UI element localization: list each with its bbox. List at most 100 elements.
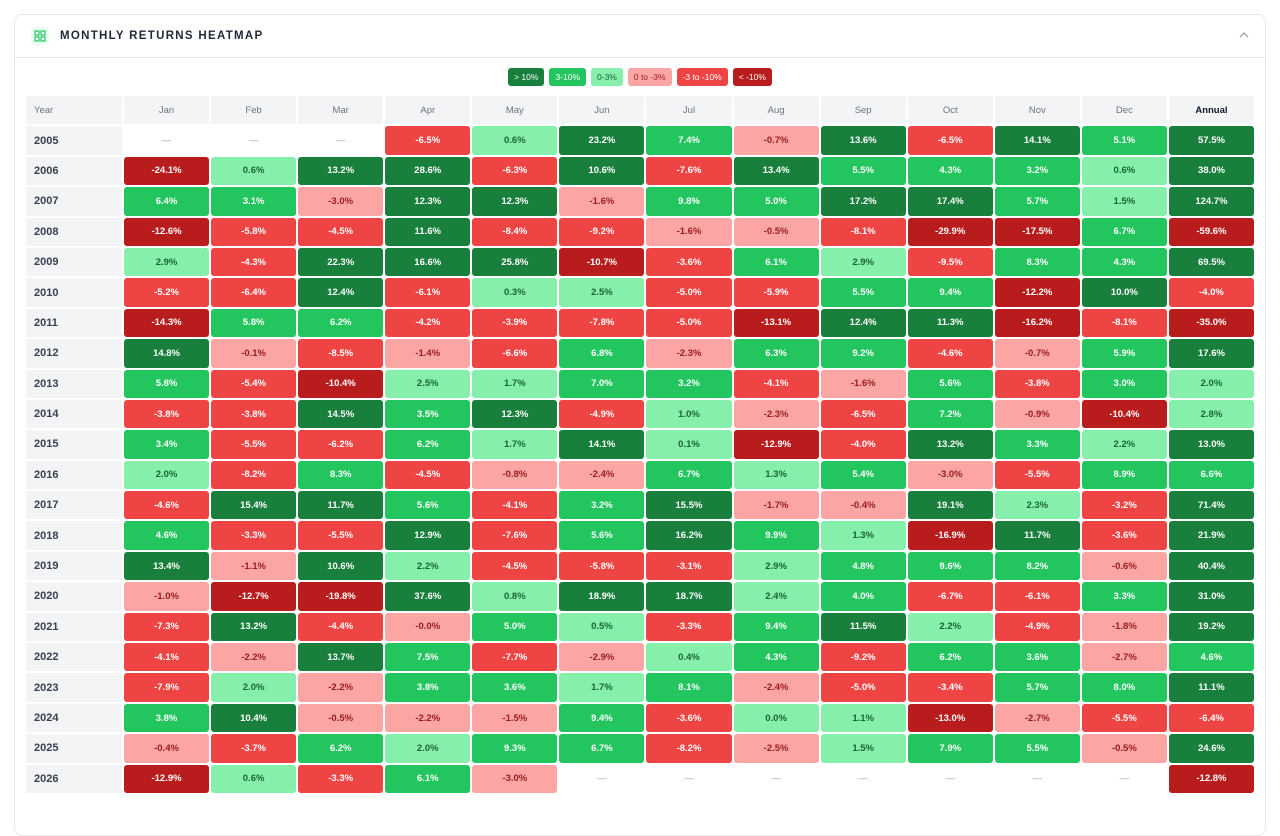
return-cell: -4.3% (211, 247, 297, 277)
year-label: 2015 (26, 430, 122, 459)
return-cell: -5.8% (211, 217, 297, 246)
return-cell: -5.5% (1081, 703, 1167, 733)
return-cell: 15.4% (211, 491, 297, 520)
return-cell: 24.6% (1168, 734, 1254, 763)
return-cell: -12.8% (1168, 764, 1254, 793)
return-cell: 21.9% (1168, 521, 1254, 550)
return-cell: -0.5% (1081, 734, 1167, 763)
return-cell: -4.1% (124, 643, 210, 672)
year-label: 2014 (26, 399, 122, 429)
return-cell: -4.2% (385, 308, 471, 338)
return-cell: -10.7% (559, 247, 645, 277)
card-header: MONTHLY RETURNS HEATMAP (15, 15, 1265, 58)
column-header: Mar (298, 96, 384, 125)
return-cell: -5.5% (211, 430, 297, 459)
return-cell: 10.6% (559, 156, 645, 186)
year-label: 2005 (26, 126, 122, 155)
return-cell: -4.9% (559, 399, 645, 429)
return-cell: -2.5% (733, 734, 819, 763)
return-cell: -3.8% (994, 369, 1080, 398)
return-cell: -2.7% (994, 703, 1080, 733)
return-cell: -19.8% (298, 582, 384, 611)
return-cell: 13.4% (124, 551, 210, 581)
heatmap-icon (31, 27, 49, 45)
return-cell: -10.4% (298, 369, 384, 398)
return-cell: -4.5% (298, 217, 384, 246)
return-cell: -14.3% (124, 308, 210, 338)
return-cell: 13.2% (298, 156, 384, 186)
return-cell: 9.9% (733, 521, 819, 550)
return-cell: — (1119, 773, 1130, 785)
return-cell: -5.5% (298, 521, 384, 550)
return-cell: 13.0% (1168, 430, 1254, 459)
return-cell: -8.4% (472, 217, 558, 246)
return-cell: 12.3% (472, 187, 558, 216)
return-cell: 13.6% (820, 126, 906, 155)
return-cell: 10.0% (1081, 278, 1167, 307)
return-cell: -1.5% (472, 703, 558, 733)
collapse-button[interactable] (1237, 28, 1251, 42)
return-cell: 6.7% (1081, 217, 1167, 246)
return-cell: -9.2% (820, 643, 906, 672)
return-cell: 0.1% (646, 430, 732, 459)
year-label: 2013 (26, 369, 122, 398)
return-cell: 16.6% (385, 247, 471, 277)
return-cell: -2.4% (733, 673, 819, 702)
return-cell: -4.0% (1168, 278, 1254, 307)
return-cell: -5.0% (646, 308, 732, 338)
return-cell: 6.2% (385, 430, 471, 459)
return-cell: — (248, 135, 259, 147)
year-label: 2022 (26, 643, 122, 672)
column-header: Jul (646, 96, 732, 125)
return-cell: 0.6% (1081, 156, 1167, 186)
return-cell: -12.9% (733, 430, 819, 459)
column-header: Year (26, 96, 122, 125)
return-cell: 11.7% (994, 521, 1080, 550)
return-cell: -3.6% (646, 703, 732, 733)
return-cell: 3.3% (1081, 582, 1167, 611)
return-cell: 1.5% (820, 734, 906, 763)
return-cell: 17.6% (1168, 339, 1254, 368)
return-cell: 2.9% (820, 247, 906, 277)
return-cell: -12.6% (124, 217, 210, 246)
return-cell: 5.6% (385, 491, 471, 520)
return-cell: 2.9% (733, 551, 819, 581)
return-cell: 5.0% (733, 187, 819, 216)
return-cell: 11.5% (820, 612, 906, 642)
return-cell: 1.0% (646, 399, 732, 429)
return-cell: -0.4% (820, 491, 906, 520)
column-header: Aug (733, 96, 819, 125)
return-cell: 0.3% (472, 278, 558, 307)
return-cell: 2.5% (559, 278, 645, 307)
return-cell: -2.7% (1081, 643, 1167, 672)
year-label: 2007 (26, 187, 122, 216)
return-cell: 14.1% (559, 430, 645, 459)
return-cell: -6.5% (820, 399, 906, 429)
legend-item: < -10% (732, 68, 772, 86)
return-cell: -4.4% (298, 612, 384, 642)
return-cell: 6.7% (646, 460, 732, 490)
return-cell: -7.3% (124, 612, 210, 642)
return-cell: 2.4% (733, 582, 819, 611)
return-cell: 5.7% (994, 673, 1080, 702)
return-cell: 0.6% (211, 764, 297, 793)
return-cell: 4.6% (124, 521, 210, 550)
return-cell: -5.2% (124, 278, 210, 307)
return-cell: 3.2% (994, 156, 1080, 186)
return-cell: 8.0% (1081, 673, 1167, 702)
return-cell: -6.5% (907, 126, 993, 155)
return-cell: 3.6% (472, 673, 558, 702)
return-cell: 1.7% (559, 673, 645, 702)
year-label: 2006 (26, 156, 122, 186)
return-cell: 14.5% (298, 399, 384, 429)
return-cell: 5.8% (211, 308, 297, 338)
return-cell: 12.9% (385, 521, 471, 550)
return-cell: 8.1% (646, 673, 732, 702)
return-cell: -1.6% (820, 369, 906, 398)
return-cell: 12.4% (820, 308, 906, 338)
return-cell: — (1032, 773, 1043, 785)
year-label: 2009 (26, 247, 122, 277)
return-cell: 18.7% (646, 582, 732, 611)
return-cell: -0.8% (472, 460, 558, 490)
return-cell: -3.6% (646, 247, 732, 277)
